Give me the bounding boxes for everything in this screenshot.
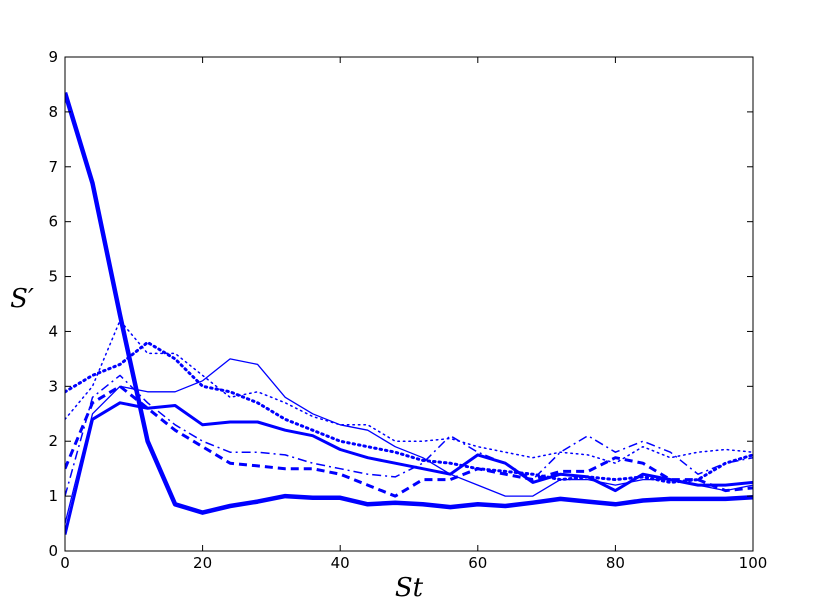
- y-tick-label: 9: [48, 48, 58, 66]
- x-tick-label: 40: [331, 554, 350, 572]
- x-tick-label: 100: [739, 554, 768, 572]
- y-tick-label: 2: [48, 432, 58, 450]
- series-line: [65, 92, 753, 515]
- series-line: [65, 358, 753, 524]
- series-line: [65, 340, 753, 484]
- series-line: [65, 401, 753, 535]
- x-tick-label: 60: [468, 554, 487, 572]
- y-tick-label: 8: [48, 103, 58, 121]
- series-line: [65, 384, 753, 498]
- y-tick-label: 3: [48, 377, 58, 395]
- x-axis-label: St: [395, 573, 424, 603]
- x-tick-label: 80: [606, 554, 625, 572]
- y-tick-label: 6: [48, 213, 58, 231]
- y-tick-label: 0: [48, 542, 58, 560]
- y-axis-label: S′: [10, 284, 34, 314]
- plot-frame: [64, 56, 754, 552]
- y-tick-label: 5: [48, 268, 58, 286]
- series-line: [65, 374, 753, 497]
- y-tick-label: 4: [48, 322, 58, 340]
- x-tick-label: 20: [193, 554, 212, 572]
- y-tick-label: 1: [48, 487, 58, 505]
- series-line: [65, 319, 753, 464]
- x-tick-label: 0: [60, 554, 70, 572]
- y-tick-label: 7: [48, 158, 58, 176]
